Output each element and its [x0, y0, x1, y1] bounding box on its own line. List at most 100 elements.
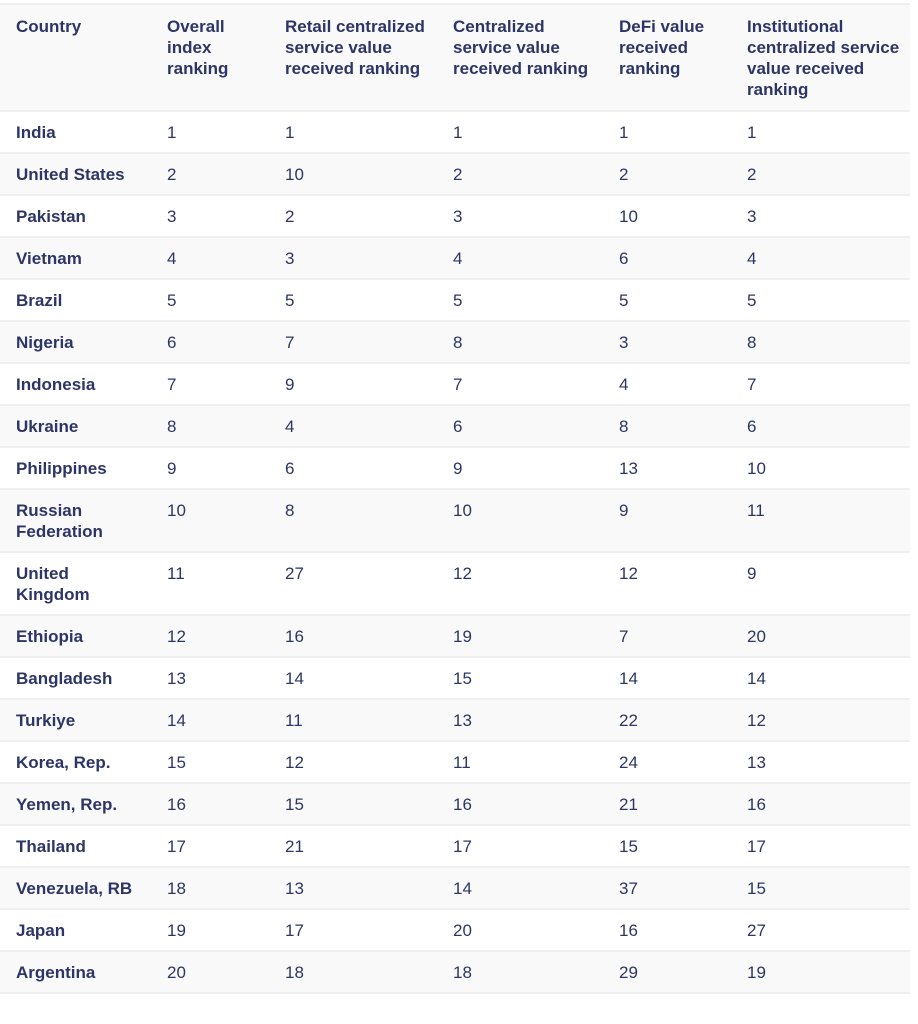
rank-cell: 15 — [603, 824, 731, 867]
rank-cell: 3 — [437, 194, 603, 237]
rank-cell: 27 — [269, 551, 437, 615]
rank-cell: 7 — [269, 320, 437, 363]
rank-cell: 6 — [603, 236, 731, 279]
table-row: Nigeria 6 7 8 3 8 — [0, 320, 910, 363]
rank-cell: 9 — [603, 488, 731, 552]
column-header: DeFi value received ranking — [603, 3, 731, 111]
rank-cell: 10 — [437, 488, 603, 552]
rank-cell: 20 — [731, 614, 910, 657]
country-cell: Indonesia — [0, 362, 151, 405]
rank-cell: 18 — [151, 866, 269, 909]
country-cell: Yemen, Rep. — [0, 782, 151, 825]
rank-cell: 21 — [603, 782, 731, 825]
rank-cell: 2 — [603, 152, 731, 195]
table-row: Brazil 5 5 5 5 5 — [0, 278, 910, 321]
rank-cell: 20 — [437, 908, 603, 951]
rank-cell: 15 — [731, 866, 910, 909]
rank-cell: 6 — [731, 404, 910, 447]
table-row: United States 2 10 2 2 2 — [0, 152, 910, 195]
rank-cell: 10 — [731, 446, 910, 489]
table-row: Russian Federation 10 8 10 9 11 — [0, 488, 910, 552]
rank-cell: 8 — [437, 320, 603, 363]
rank-cell: 12 — [437, 551, 603, 615]
rank-cell: 11 — [437, 740, 603, 783]
rank-cell: 15 — [269, 782, 437, 825]
rank-cell: 16 — [437, 782, 603, 825]
rank-cell: 21 — [269, 824, 437, 867]
rank-cell: 3 — [269, 236, 437, 279]
rank-cell: 9 — [731, 551, 910, 615]
column-header: Country — [0, 3, 151, 111]
rank-cell: 8 — [269, 488, 437, 552]
rank-cell: 13 — [731, 740, 910, 783]
rank-cell: 18 — [269, 950, 437, 994]
rank-cell: 12 — [151, 614, 269, 657]
rank-cell: 4 — [731, 236, 910, 279]
rank-cell: 14 — [437, 866, 603, 909]
rank-cell: 3 — [603, 320, 731, 363]
rank-cell: 2 — [437, 152, 603, 195]
rank-cell: 19 — [731, 950, 910, 994]
rank-cell: 7 — [731, 362, 910, 405]
rank-cell: 17 — [437, 824, 603, 867]
rank-cell: 5 — [603, 278, 731, 321]
rank-cell: 15 — [151, 740, 269, 783]
rank-cell: 12 — [603, 551, 731, 615]
rank-cell: 6 — [151, 320, 269, 363]
rank-cell: 1 — [731, 110, 910, 153]
rank-cell: 1 — [603, 110, 731, 153]
rank-cell: 8 — [731, 320, 910, 363]
rank-cell: 7 — [151, 362, 269, 405]
rank-cell: 9 — [269, 362, 437, 405]
rank-cell: 13 — [603, 446, 731, 489]
rank-cell: 4 — [151, 236, 269, 279]
table-row: India 1 1 1 1 1 — [0, 110, 910, 153]
rank-cell: 17 — [731, 824, 910, 867]
rank-cell: 3 — [731, 194, 910, 237]
country-cell: Venezuela, RB — [0, 866, 151, 909]
table-row: Venezuela, RB 18 13 14 37 15 — [0, 866, 910, 909]
rank-cell: 17 — [269, 908, 437, 951]
rank-cell: 2 — [269, 194, 437, 237]
rank-cell: 5 — [731, 278, 910, 321]
rank-cell: 16 — [269, 614, 437, 657]
table-row: Thailand 17 21 17 15 17 — [0, 824, 910, 867]
rank-cell: 5 — [269, 278, 437, 321]
rank-cell: 7 — [437, 362, 603, 405]
column-header: Retail centralized service value receive… — [269, 3, 437, 111]
country-cell: Ukraine — [0, 404, 151, 447]
rank-cell: 5 — [151, 278, 269, 321]
rank-cell: 14 — [603, 656, 731, 699]
table-row: Korea, Rep. 15 12 11 24 13 — [0, 740, 910, 783]
table-row: Indonesia 7 9 7 4 7 — [0, 362, 910, 405]
rank-cell: 6 — [269, 446, 437, 489]
table-row: Vietnam 4 3 4 6 4 — [0, 236, 910, 279]
rank-cell: 12 — [269, 740, 437, 783]
rank-cell: 11 — [269, 698, 437, 741]
rank-cell: 37 — [603, 866, 731, 909]
rank-cell: 4 — [437, 236, 603, 279]
column-header: Overall index ranking — [151, 3, 269, 111]
rank-cell: 24 — [603, 740, 731, 783]
rank-cell: 22 — [603, 698, 731, 741]
country-cell: Vietnam — [0, 236, 151, 279]
country-cell: Brazil — [0, 278, 151, 321]
rank-cell: 17 — [151, 824, 269, 867]
rank-cell: 16 — [151, 782, 269, 825]
table-row: Argentina 20 18 18 29 19 — [0, 950, 910, 994]
rank-cell: 8 — [603, 404, 731, 447]
rank-cell: 11 — [151, 551, 269, 615]
table-row: Japan 19 17 20 16 27 — [0, 908, 910, 951]
rank-cell: 4 — [603, 362, 731, 405]
rank-cell: 14 — [731, 656, 910, 699]
rank-cell: 11 — [731, 488, 910, 552]
rank-cell: 8 — [151, 404, 269, 447]
table-row: Turkiye 14 11 13 22 12 — [0, 698, 910, 741]
country-cell: Philippines — [0, 446, 151, 489]
table-header-row: Country Overall index ranking Retail centr… — [0, 3, 910, 111]
country-cell: Korea, Rep. — [0, 740, 151, 783]
rank-cell: 1 — [269, 110, 437, 153]
column-header: Centralized service value received ranki… — [437, 3, 603, 111]
rank-cell: 29 — [603, 950, 731, 994]
country-cell: Russian Federation — [0, 488, 151, 552]
